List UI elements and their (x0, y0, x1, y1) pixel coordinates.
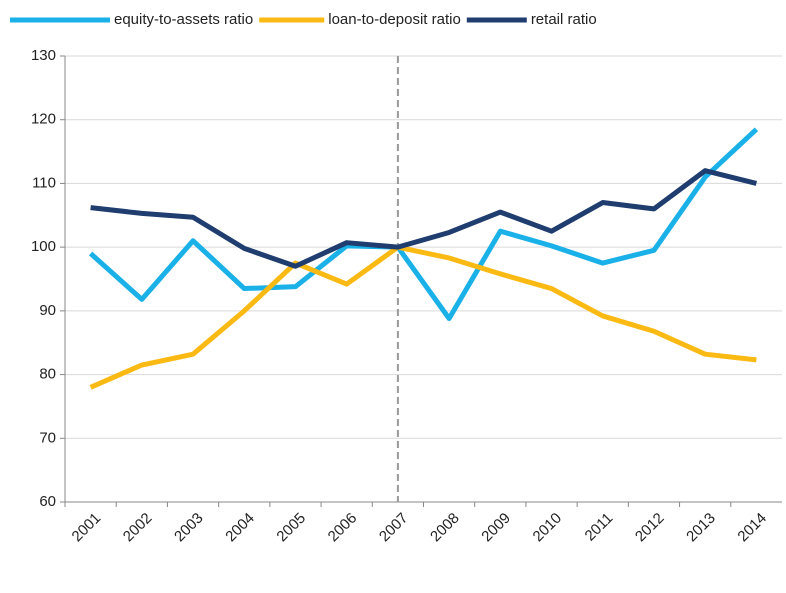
y-tick-label: 100 (31, 238, 56, 255)
y-tick-label: 70 (39, 429, 56, 446)
y-tick-label: 120 (31, 111, 56, 128)
series-line (90, 168, 757, 269)
legend-label: equity-to-assets ratio (114, 11, 253, 28)
series-line (89, 244, 757, 390)
x-tick-label: 2011 (582, 510, 617, 545)
y-tick-label: 80 (39, 366, 56, 383)
x-tick-label: 2001 (69, 510, 105, 546)
series-line (88, 127, 759, 322)
x-tick-label: 2013 (683, 510, 719, 546)
y-tick-label: 110 (32, 174, 56, 191)
y-tick-label: 130 (31, 47, 56, 64)
x-tick-label: 2010 (530, 510, 566, 546)
x-tick-label: 2003 (171, 510, 207, 546)
x-tick-label: 2004 (222, 510, 258, 546)
x-tick-label: 2014 (734, 510, 770, 546)
x-tick-label: 2008 (427, 510, 463, 546)
x-tick-label: 2007 (376, 510, 412, 546)
x-tick-label: 2006 (325, 510, 361, 546)
legend-label: retail ratio (531, 11, 597, 28)
x-tick-label: 2009 (478, 510, 514, 546)
x-tick-label: 2005 (273, 510, 309, 546)
legend-label: loan-to-deposit ratio (328, 11, 461, 28)
x-tick-label: 2012 (632, 510, 668, 546)
y-tick-label: 90 (39, 302, 56, 319)
x-tick-label: 2002 (120, 510, 156, 546)
y-tick-label: 60 (39, 493, 56, 510)
